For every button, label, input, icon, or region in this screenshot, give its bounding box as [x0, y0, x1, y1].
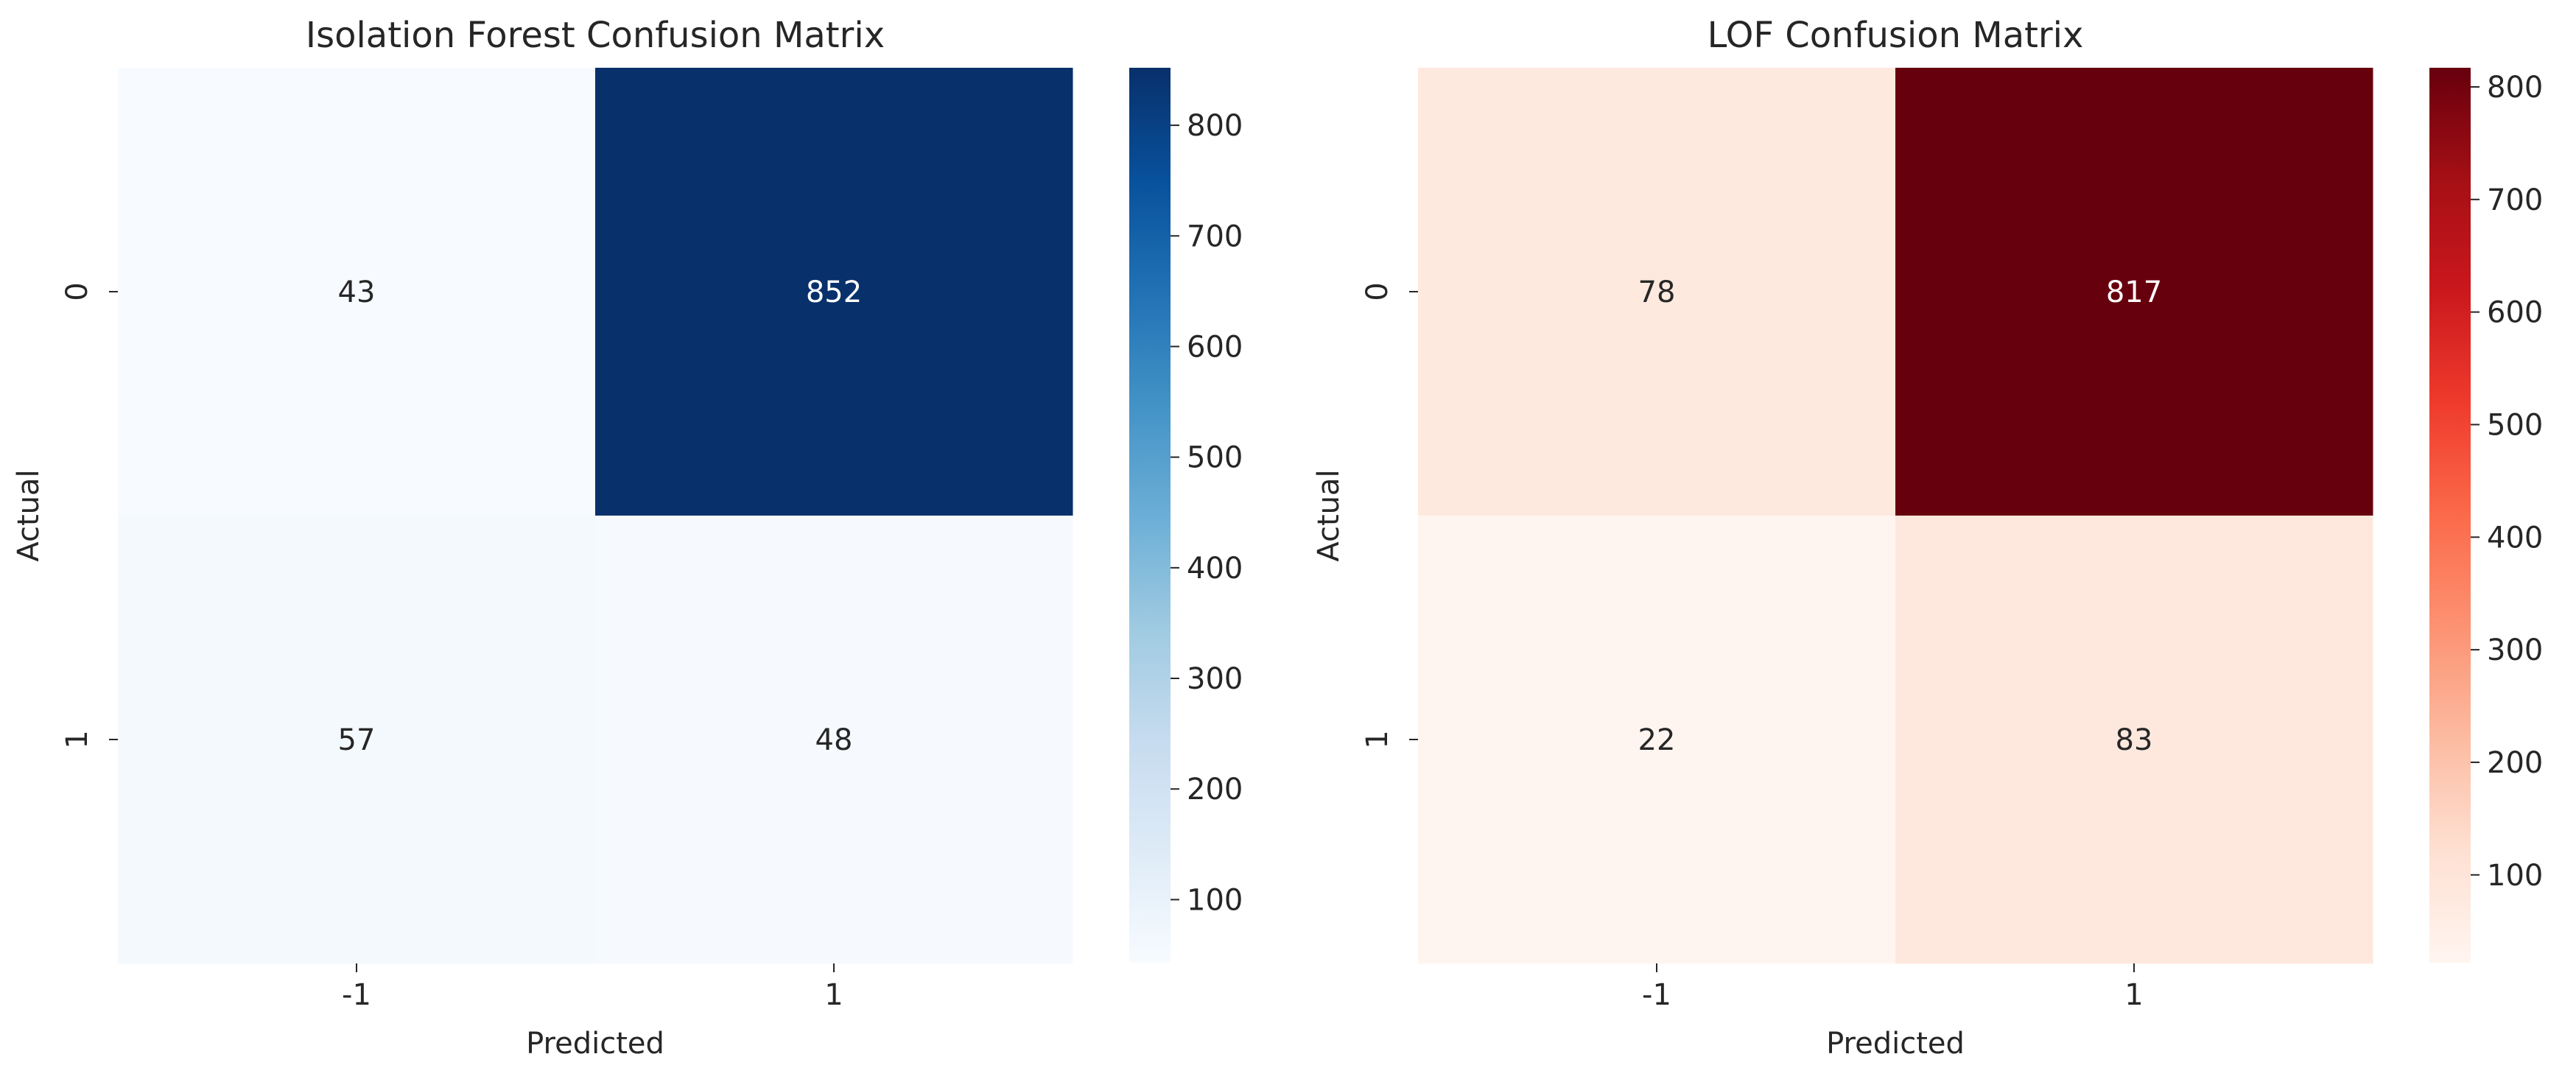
colorbar-tick-label: 400: [2487, 521, 2543, 555]
cell-value-label: 78: [1638, 275, 1676, 309]
colorbar-tick-label: 100: [1187, 883, 1243, 917]
colorbar-tick-label: 500: [2487, 408, 2543, 442]
cell-value-label: 852: [806, 275, 862, 309]
x-tick-label: 1: [824, 978, 843, 1012]
colorbar-tick-label: 200: [2487, 746, 2543, 780]
x-tick-label: -1: [1642, 978, 1671, 1012]
isolation-forest-heatmap: Isolation Forest Confusion Matrix 43 852 57…: [12, 15, 1243, 1061]
cell-value-label: 48: [815, 723, 853, 757]
y-axis-label: Actual: [1312, 469, 1346, 561]
x-axis-label: Predicted: [526, 1027, 664, 1061]
y-tick-label: 1: [1361, 730, 1394, 748]
y-tick-label: 0: [1361, 282, 1394, 301]
x-tick-label: 1: [2124, 978, 2143, 1012]
x-axis-label: Predicted: [1826, 1027, 1965, 1061]
colorbar-tick-label: 800: [1187, 109, 1243, 143]
cell-value-label: 43: [338, 275, 376, 309]
chart-title: LOF Confusion Matrix: [1708, 15, 2084, 56]
cell-value-label: 83: [2116, 723, 2153, 757]
colorbar-tick-label: 800: [2487, 71, 2543, 105]
colorbar-tick-label: 100: [2487, 859, 2543, 893]
colorbar-tick-label: 300: [1187, 662, 1243, 696]
chart-title: Isolation Forest Confusion Matrix: [306, 15, 885, 56]
y-tick-label: 0: [60, 282, 94, 301]
colorbar-tick-label: 500: [1187, 441, 1243, 475]
cell-value-label: 22: [1638, 723, 1676, 757]
cell-value-label: 57: [338, 723, 376, 757]
colorbar-tick-label: 300: [2487, 633, 2543, 667]
colorbar-tick-label: 600: [2487, 296, 2543, 330]
x-tick-label: -1: [342, 978, 371, 1012]
colorbar-tick-label: 600: [1187, 330, 1243, 364]
colorbar-tick-label: 400: [1187, 552, 1243, 586]
y-tick-label: 1: [60, 730, 94, 748]
colorbar: [2429, 68, 2471, 963]
colorbar-tick-label: 700: [2487, 183, 2543, 217]
lof-heatmap: LOF Confusion Matrix 78 817 22 83 -1 1 0 1 Predic…: [1312, 15, 2543, 1061]
y-axis-label: Actual: [12, 469, 46, 561]
cell-value-label: 817: [2106, 275, 2162, 309]
colorbar: [1129, 68, 1171, 963]
colorbar-tick-label: 700: [1187, 219, 1243, 253]
colorbar-tick-label: 200: [1187, 773, 1243, 807]
